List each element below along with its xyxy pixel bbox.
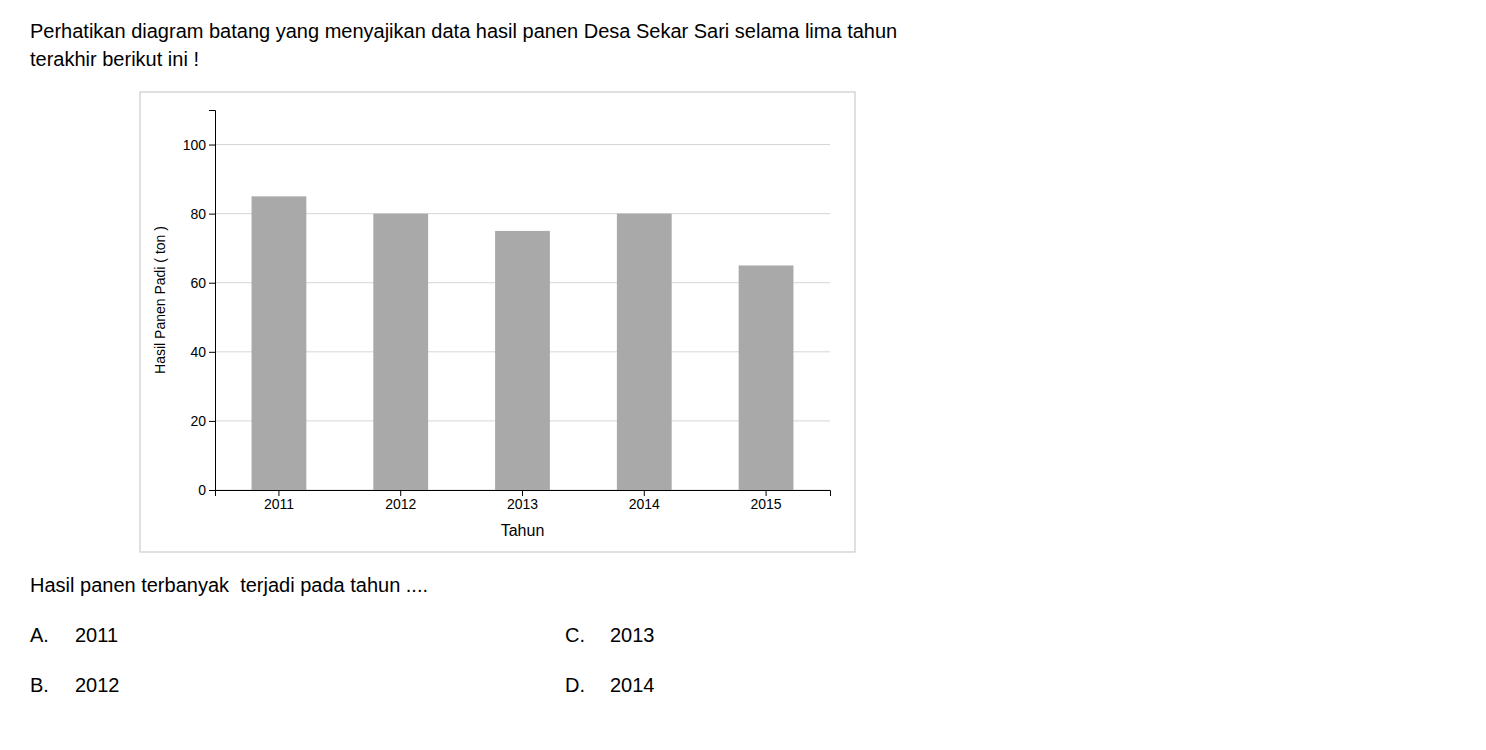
x-tick: 2014	[629, 490, 660, 512]
y-tick-mark	[209, 421, 215, 422]
y-tick-mark	[209, 214, 215, 215]
y-axis-line	[209, 111, 216, 491]
y-tick-mark	[209, 490, 215, 491]
y-tick: 60	[190, 275, 215, 291]
option-value: 2011	[75, 624, 118, 646]
option-label: A.	[30, 624, 49, 646]
x-tick-label: 2012	[385, 496, 416, 512]
y-tick-label: 80	[190, 206, 206, 222]
chart-root: Perhatikan diagram batang yang menyajika…	[0, 0, 1486, 750]
option-label: B.	[30, 674, 49, 696]
grid-line	[215, 213, 830, 214]
grid-line	[215, 144, 830, 145]
y-tick-mark	[209, 283, 215, 284]
bar	[373, 214, 428, 490]
subtitle: terakhir berikut ini !	[30, 48, 199, 70]
title: Perhatikan diagram batang yang menyajika…	[30, 20, 897, 42]
y-tick: 40	[190, 344, 215, 360]
x-tick-label: 2015	[750, 496, 781, 512]
option-value: 2012	[75, 674, 120, 696]
grid	[215, 145, 830, 490]
x-axis: 2011 2012 2013 2014 2015	[216, 490, 831, 512]
bar	[617, 214, 672, 490]
y-tick: 100	[183, 137, 215, 153]
bar	[739, 265, 794, 490]
y-tick-label: 60	[190, 275, 206, 291]
x-tick: 2012	[385, 490, 416, 512]
option-value: 2013	[610, 624, 655, 646]
chart-border	[140, 92, 855, 552]
plot-area	[252, 196, 794, 490]
y-axis-title: Hasil Panen Padi ( ton )	[152, 226, 168, 374]
x-tick: 2011	[264, 490, 294, 512]
y-tick-label: 100	[183, 137, 207, 153]
x-tick-label: 2011	[264, 496, 294, 512]
option-value: 2014	[610, 674, 655, 696]
y-tick: 20	[190, 413, 215, 429]
y-tick-label: 20	[190, 413, 206, 429]
x-axis-title: Tahun	[501, 522, 545, 539]
x-tick: 2015	[750, 490, 781, 512]
y-axis: 0 20 40 60 80 100	[183, 111, 216, 498]
y-tick-mark	[209, 145, 215, 146]
y-tick: 0	[198, 482, 215, 498]
x-tick-label: 2013	[507, 496, 538, 512]
y-tick-label: 0	[198, 482, 206, 498]
y-tick-label: 40	[190, 344, 206, 360]
x-tick: 2013	[507, 490, 538, 512]
question: Hasil panen terbanyak terjadi pada tahun…	[30, 574, 428, 596]
x-tick-label: 2014	[629, 496, 660, 512]
y-tick: 80	[190, 206, 215, 222]
bar	[495, 231, 550, 490]
option-label: D.	[565, 674, 585, 696]
option-label: C.	[565, 624, 585, 646]
bar	[252, 196, 307, 490]
y-tick-mark	[209, 352, 215, 353]
